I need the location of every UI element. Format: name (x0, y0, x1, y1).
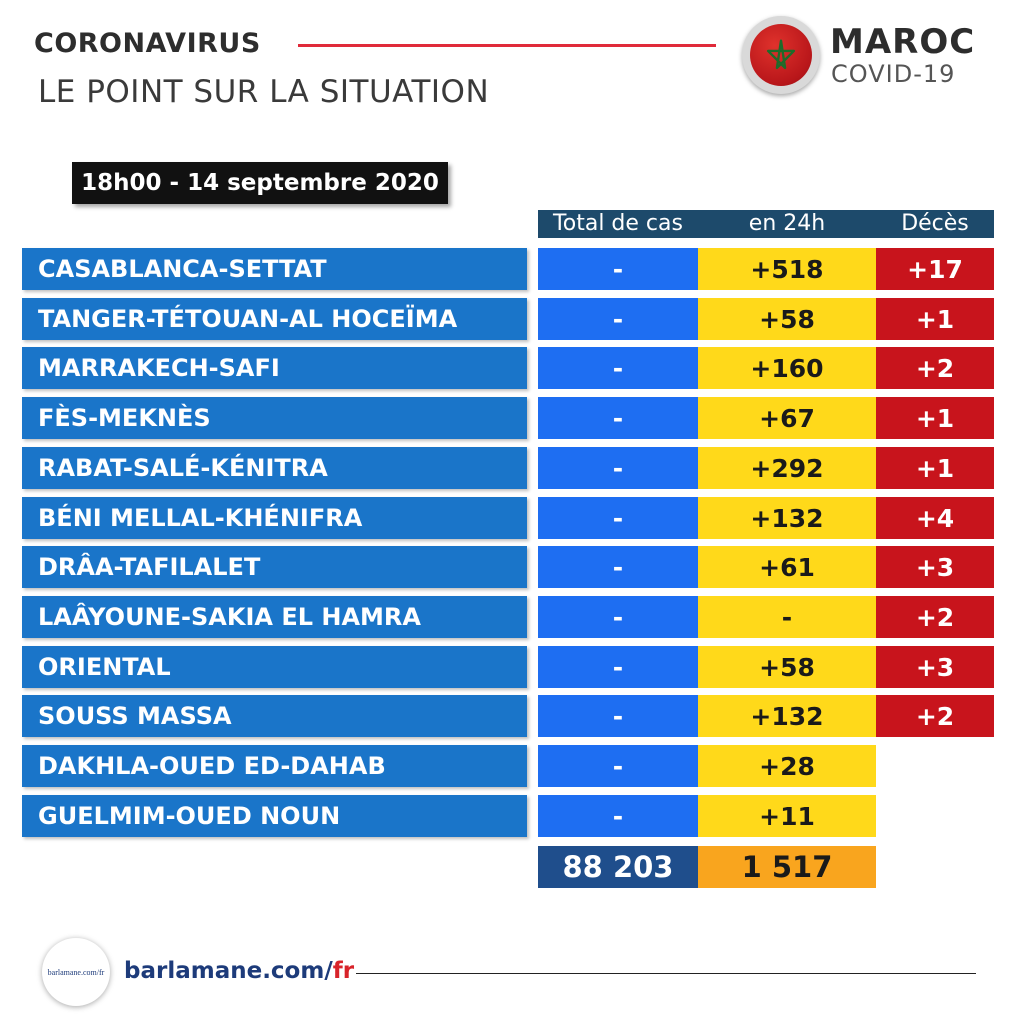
total-cases-cell: - (538, 298, 698, 340)
cases-24h-sum: 1 517 (698, 846, 876, 888)
cases-24h-cell: +11 (698, 795, 876, 837)
page-title: CORONAVIRUS (34, 28, 261, 59)
deaths-cell: +17 (876, 248, 994, 290)
column-header-deces: Décès (876, 210, 994, 238)
cases-24h-cell: - (698, 596, 876, 638)
star-icon (766, 39, 796, 70)
cases-24h-cell: +160 (698, 347, 876, 389)
table-row: ORIENTAL - +58 +3 (0, 646, 1024, 688)
cases-24h-cell: +132 (698, 497, 876, 539)
morocco-flag-icon (750, 24, 812, 86)
table-row: DAKHLA-OUED ED-DAHAB - +28 (0, 745, 1024, 787)
date-badge: 18h00 - 14 septembre 2020 (72, 162, 448, 204)
title-divider (298, 44, 716, 47)
total-cases-cell: - (538, 497, 698, 539)
total-cases-cell: - (538, 248, 698, 290)
total-cases-cell: - (538, 447, 698, 489)
deaths-cell: +1 (876, 447, 994, 489)
region-name: ORIENTAL (22, 646, 527, 688)
region-name: FÈS-MEKNÈS (22, 397, 527, 439)
cases-24h-cell: +58 (698, 298, 876, 340)
table-row: CASABLANCA-SETTAT - +518 +17 (0, 248, 1024, 290)
region-name: DRÂA-TAFILALET (22, 546, 527, 588)
cases-24h-cell: +67 (698, 397, 876, 439)
table-row: LAÂYOUNE-SAKIA EL HAMRA - - +2 (0, 596, 1024, 638)
table-row: BÉNI MELLAL-KHÉNIFRA - +132 +4 (0, 497, 1024, 539)
total-cases-cell: - (538, 397, 698, 439)
footer-divider (356, 973, 976, 974)
deaths-cell: +1 (876, 298, 994, 340)
region-name: TANGER-TÉTOUAN-AL HOCEÏMA (22, 298, 527, 340)
deaths-cell: +4 (876, 497, 994, 539)
table-row: MARRAKECH-SAFI - +160 +2 (0, 347, 1024, 389)
total-cases-cell: - (538, 546, 698, 588)
table-row: GUELMIM-OUED NOUN - +11 (0, 795, 1024, 837)
total-cases-cell: - (538, 347, 698, 389)
total-cases-cell: - (538, 795, 698, 837)
cases-24h-cell: +58 (698, 646, 876, 688)
total-cases-sum: 88 203 (538, 846, 698, 888)
deaths-cell: +3 (876, 546, 994, 588)
page-subtitle: LE POINT SUR LA SITUATION (38, 74, 490, 110)
region-name: CASABLANCA-SETTAT (22, 248, 527, 290)
column-header-24h: en 24h (698, 210, 876, 238)
region-name: BÉNI MELLAL-KHÉNIFRA (22, 497, 527, 539)
deaths-cell: +2 (876, 695, 994, 737)
total-cases-cell: - (538, 646, 698, 688)
flag-badge (742, 16, 820, 94)
region-name: MARRAKECH-SAFI (22, 347, 527, 389)
table-row: TANGER-TÉTOUAN-AL HOCEÏMA - +58 +1 (0, 298, 1024, 340)
cases-24h-cell: +518 (698, 248, 876, 290)
region-name: RABAT-SALÉ-KÉNITRA (22, 447, 527, 489)
total-cases-cell: - (538, 596, 698, 638)
table-row: SOUSS MASSA - +132 +2 (0, 695, 1024, 737)
cases-24h-cell: +292 (698, 447, 876, 489)
total-cases-cell: - (538, 695, 698, 737)
cases-24h-cell: +28 (698, 745, 876, 787)
deaths-cell: +2 (876, 596, 994, 638)
cases-24h-cell: +132 (698, 695, 876, 737)
total-cases-cell: - (538, 745, 698, 787)
region-name: SOUSS MASSA (22, 695, 527, 737)
table-row: DRÂA-TAFILALET - +61 +3 (0, 546, 1024, 588)
region-name: DAKHLA-OUED ED-DAHAB (22, 745, 527, 787)
deaths-cell: +1 (876, 397, 994, 439)
deaths-cell: +3 (876, 646, 994, 688)
barlamane-logo[interactable]: barlamane.com/fr (42, 938, 110, 1006)
footer-link[interactable]: barlamane.com/fr (124, 958, 354, 984)
brand-subtitle: COVID-19 (831, 60, 956, 88)
footer-url-accent: fr (332, 958, 355, 984)
logo-text: barlamane.com/fr (47, 967, 105, 977)
cases-24h-cell: +61 (698, 546, 876, 588)
table-row: RABAT-SALÉ-KÉNITRA - +292 +1 (0, 447, 1024, 489)
deaths-cell: +2 (876, 347, 994, 389)
brand-title: MAROC (830, 22, 976, 62)
column-header-total: Total de cas (538, 210, 698, 238)
region-name: GUELMIM-OUED NOUN (22, 795, 527, 837)
footer-url-main: barlamane.com/ (124, 958, 333, 984)
table-row: FÈS-MEKNÈS - +67 +1 (0, 397, 1024, 439)
region-name: LAÂYOUNE-SAKIA EL HAMRA (22, 596, 527, 638)
